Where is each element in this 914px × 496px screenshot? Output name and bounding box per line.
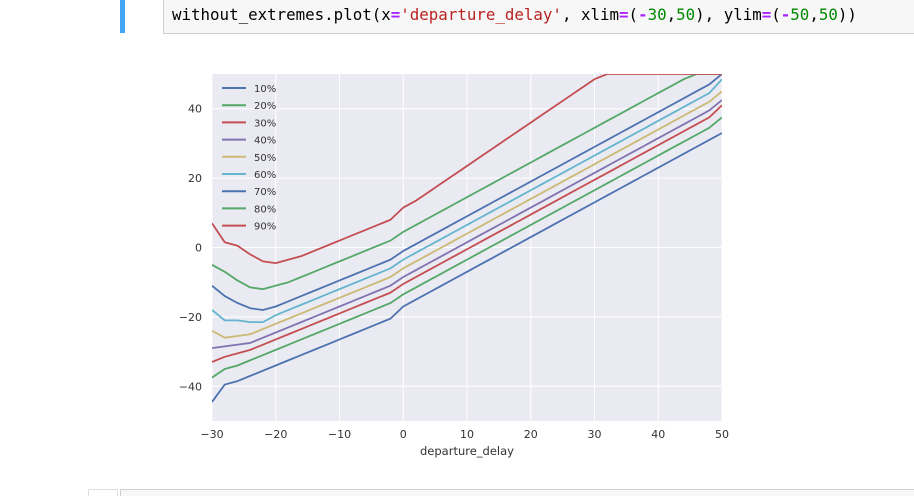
code-token: ( [771, 5, 781, 24]
code-token: - [780, 5, 791, 24]
series-line-20pct [212, 116, 722, 379]
code-token: 30 [647, 5, 667, 24]
x-tick-label: 30 [588, 428, 602, 441]
y-tick-label: 40 [188, 103, 202, 116]
series-line-90pct [212, 74, 722, 265]
y-tick-label: 0 [195, 242, 202, 255]
code-token: without_extremes.plot(x [172, 5, 391, 24]
code-line[interactable]: without_extremes.plot(x='departure_delay… [172, 5, 857, 25]
code-token: 50 [676, 5, 696, 24]
code-token: = [390, 5, 401, 24]
code-token: 50 [818, 5, 838, 24]
code-token: = [619, 5, 629, 24]
x-tick-label: −10 [328, 428, 351, 441]
x-tick-label: −20 [264, 428, 287, 441]
code-token: 50 [790, 5, 810, 24]
series-line-10pct [212, 132, 722, 403]
legend-label: 60% [254, 170, 276, 181]
series-line-60pct [212, 78, 722, 324]
code-token: - [638, 5, 648, 24]
legend-label: 30% [254, 118, 276, 129]
x-tick-label: 20 [524, 428, 538, 441]
x-tick-label: 10 [460, 428, 474, 441]
code-token: 'departure_delay' [400, 5, 562, 24]
x-axis-label: departure_delay [420, 444, 514, 458]
legend-label: 50% [254, 153, 276, 164]
code-token: , [809, 5, 819, 24]
legend-label: 80% [254, 204, 276, 215]
code-token: )) [837, 5, 857, 24]
legend-label: 70% [254, 187, 276, 198]
code-input-area[interactable]: without_extremes.plot(x='departure_delay… [163, 0, 914, 34]
code-token: , [666, 5, 677, 24]
series-line-40pct [212, 99, 722, 350]
legend-label: 10% [254, 84, 276, 95]
series-line-50pct [212, 90, 722, 339]
y-tick-label: −40 [179, 380, 202, 393]
next-cell-input[interactable] [120, 489, 914, 496]
x-tick-label: 40 [651, 428, 665, 441]
x-tick-label: −30 [200, 428, 223, 441]
line-chart: −30 −20 −10 0 10 20 30 40 50 −40 −20 0 20 40 departure… [179, 74, 729, 458]
code-token: ( [628, 5, 639, 24]
code-token: , xlim [561, 5, 620, 24]
series-line-80pct [212, 74, 722, 291]
plot-output: −30 −20 −10 0 10 20 30 40 50 −40 −20 0 20 40 departure… [150, 60, 750, 470]
legend-label: 40% [254, 136, 276, 147]
y-tick-label: −20 [179, 311, 202, 324]
x-tick-label: 0 [400, 428, 407, 441]
x-tick-label: 50 [715, 428, 729, 441]
legend-label: 90% [254, 222, 276, 233]
code-token: ), ylim [695, 5, 762, 24]
cell-selection-bar [120, 0, 125, 33]
code-token: = [761, 5, 772, 24]
legend-label: 20% [254, 101, 276, 112]
series-line-70pct [212, 74, 722, 311]
series-line-30pct [212, 104, 722, 363]
next-cell-prompt [88, 489, 118, 496]
code-cell[interactable]: without_extremes.plot(x='departure_delay… [0, 0, 914, 34]
y-tick-label: 20 [188, 172, 202, 185]
next-code-cell[interactable] [88, 489, 914, 496]
